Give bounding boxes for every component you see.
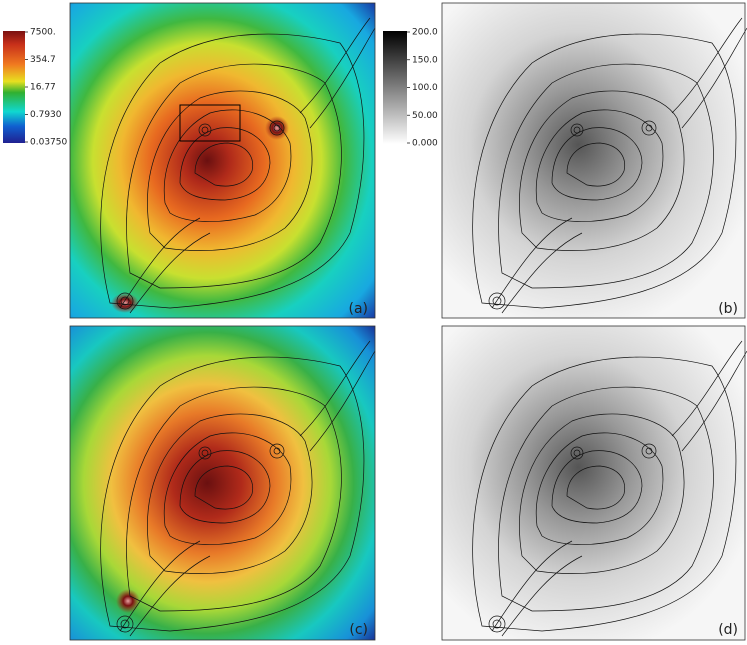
colorbar xyxy=(383,31,407,144)
panel-a: (a) xyxy=(69,2,376,319)
zoom-box xyxy=(179,104,241,142)
hotspot xyxy=(116,589,140,613)
colorbar-label: 7500. xyxy=(30,28,56,38)
panel-d: (d) xyxy=(441,325,747,641)
colorbar-right: 200.0 150.0 100.0 50.00 0.000 xyxy=(383,28,438,149)
colorbar-label: 16.77 xyxy=(30,83,56,93)
hotspot xyxy=(265,116,289,140)
colorbar-label: 0.7930 xyxy=(30,110,62,120)
heatmap xyxy=(442,3,745,318)
panel-b: (b) xyxy=(441,2,747,319)
colorbar xyxy=(3,31,25,143)
panel-label: (a) xyxy=(348,301,368,317)
panel-c: (c) xyxy=(69,325,376,641)
panel-label: (b) xyxy=(718,301,738,317)
colorbar-label: 354.7 xyxy=(30,55,56,65)
panel-label: (d) xyxy=(718,622,738,638)
heatmap xyxy=(442,326,745,640)
colorbar-label: 150.0 xyxy=(412,55,438,65)
panel-label: (c) xyxy=(349,622,368,638)
colorbar-label: 100.0 xyxy=(412,83,438,93)
hotspot xyxy=(111,293,139,313)
colorbar-label: 0.000 xyxy=(412,139,438,149)
colorbar-left: 7500. 354.7 16.77 0.7930 0.03750 xyxy=(3,28,67,148)
heatmap xyxy=(70,326,375,640)
colorbar-label: 200.0 xyxy=(412,28,438,38)
colorbar-label: 0.03750 xyxy=(30,138,67,148)
heatmap xyxy=(70,3,375,318)
colorbar-label: 50.00 xyxy=(412,111,438,121)
